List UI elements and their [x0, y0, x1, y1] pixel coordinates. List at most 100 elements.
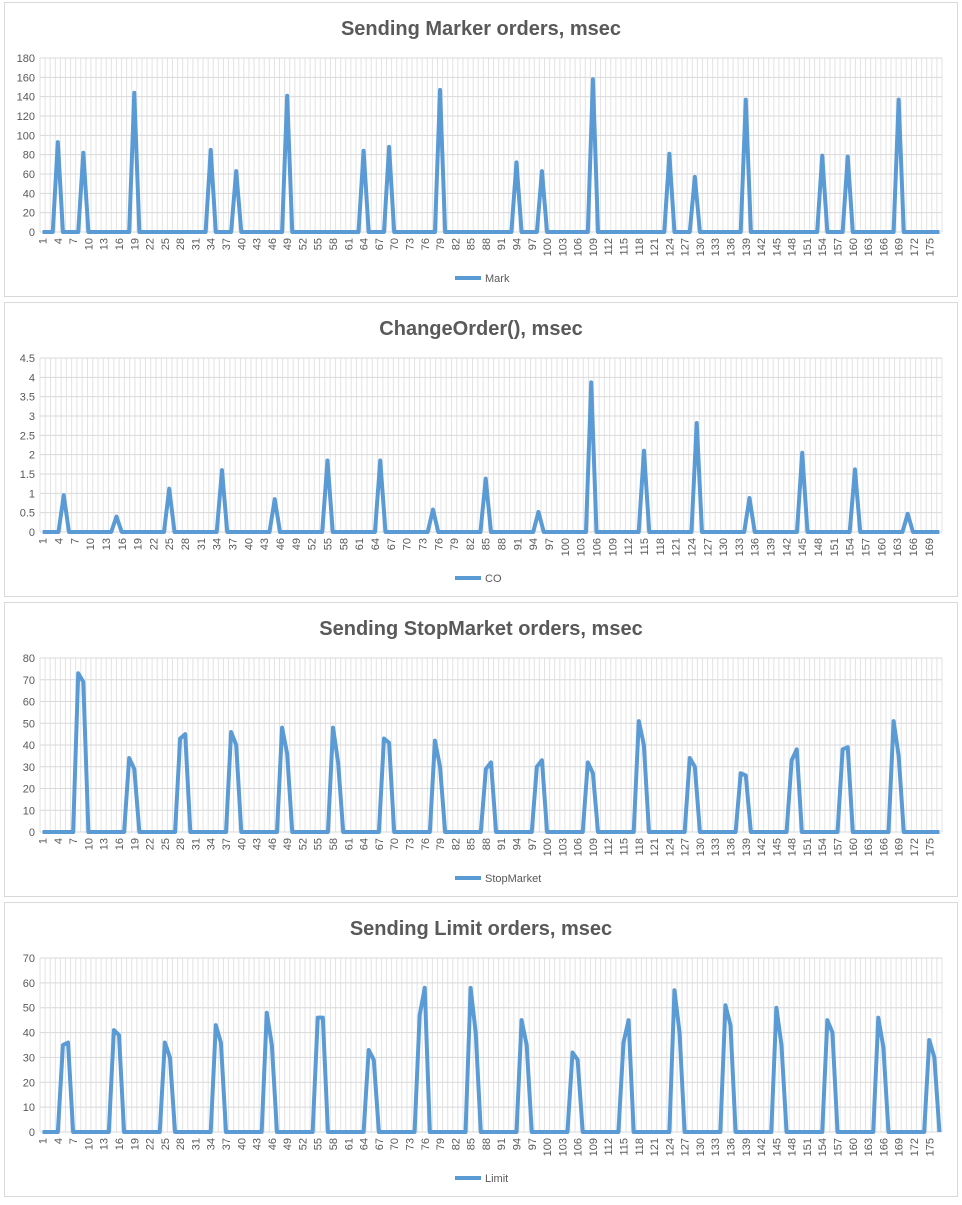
chart-title: Sending Marker orders, msec — [341, 18, 621, 40]
y-tick-label: 20 — [23, 208, 35, 220]
x-tick-label: 163 — [863, 838, 875, 856]
data-line — [42, 671, 940, 834]
x-tick-label: 139 — [766, 538, 778, 556]
x-tick-label: 121 — [649, 1138, 661, 1156]
x-tick-label: 16 — [117, 538, 129, 550]
x-tick-label: 28 — [175, 838, 187, 850]
data-line — [42, 985, 942, 1134]
y-tick-label: 100 — [17, 130, 35, 142]
y-tick-label: 120 — [17, 111, 35, 123]
x-tick-label: 121 — [649, 838, 661, 856]
legend-label: Limit — [485, 1173, 508, 1185]
x-tick-label: 169 — [894, 1138, 906, 1156]
x-tick-label: 1 — [38, 838, 50, 844]
legend-label: StopMarket — [485, 873, 541, 885]
x-tick-label: 115 — [618, 1138, 630, 1156]
x-tick-label: 133 — [710, 838, 722, 856]
x-tick-label: 70 — [389, 838, 401, 850]
x-tick-label: 7 — [68, 238, 80, 244]
chart-title: Sending Limit orders, msec — [350, 918, 612, 940]
x-tick-label: 85 — [466, 838, 478, 850]
x-tick-label: 106 — [573, 1138, 585, 1156]
x-tick-label: 22 — [145, 838, 157, 850]
x-tick-label: 148 — [787, 238, 799, 256]
x-tick-label: 109 — [607, 538, 619, 556]
x-tick-label: 25 — [164, 538, 176, 550]
x-tick-label: 103 — [557, 1138, 569, 1156]
x-tick-label: 166 — [878, 838, 890, 856]
x-tick-label: 52 — [297, 1138, 309, 1150]
x-tick-label: 10 — [83, 238, 95, 250]
x-tick-label: 88 — [497, 538, 509, 550]
x-tick-label: 82 — [450, 838, 462, 850]
x-tick-label: 34 — [206, 238, 218, 250]
x-tick-label: 58 — [328, 838, 340, 850]
x-tick-label: 64 — [359, 238, 371, 250]
x-tick-label: 13 — [99, 238, 111, 250]
x-tick-label: 22 — [148, 538, 160, 550]
x-tick-label: 13 — [99, 838, 111, 850]
x-tick-label: 115 — [639, 538, 651, 556]
x-tick-label: 76 — [420, 1138, 432, 1150]
x-tick-label: 175 — [924, 238, 936, 256]
x-tick-label: 61 — [343, 838, 355, 850]
x-tick-label: 172 — [909, 838, 921, 856]
x-tick-label: 67 — [374, 838, 386, 850]
x-tick-label: 40 — [243, 538, 255, 550]
x-tick-label: 133 — [734, 538, 746, 556]
x-tick-label: 67 — [386, 538, 398, 550]
y-tick-label: 70 — [23, 675, 35, 687]
x-tick-label: 148 — [787, 838, 799, 856]
y-tick-label: 0 — [29, 827, 35, 839]
y-tick-label: 4.5 — [20, 353, 35, 365]
x-tick-label: 154 — [817, 238, 829, 256]
y-tick-label: 80 — [23, 653, 35, 665]
y-tick-label: 40 — [23, 1028, 35, 1040]
x-tick-label: 82 — [465, 538, 477, 550]
x-tick-label: 157 — [833, 238, 845, 256]
x-tick-label: 148 — [787, 1138, 799, 1156]
x-tick-label: 157 — [833, 838, 845, 856]
y-tick-label: 50 — [23, 718, 35, 730]
chart-title: Sending StopMarket orders, msec — [319, 618, 642, 640]
x-tick-label: 100 — [560, 538, 572, 556]
y-tick-label: 20 — [23, 1077, 35, 1089]
x-tick-label: 124 — [664, 1138, 676, 1156]
x-tick-label: 4 — [53, 238, 65, 244]
x-tick-label: 103 — [557, 238, 569, 256]
x-tick-label: 154 — [817, 1138, 829, 1156]
x-tick-label: 151 — [829, 538, 841, 556]
x-tick-label: 142 — [781, 538, 793, 556]
x-tick-label: 94 — [528, 538, 540, 550]
x-tick-label: 64 — [359, 1138, 371, 1150]
x-tick-label: 10 — [85, 538, 97, 550]
x-tick-label: 136 — [726, 238, 738, 256]
x-tick-label: 91 — [512, 538, 524, 550]
x-tick-label: 160 — [848, 238, 860, 256]
y-tick-label: 180 — [17, 53, 35, 65]
x-tick-label: 28 — [175, 238, 187, 250]
y-tick-label: 60 — [23, 978, 35, 990]
x-tick-label: 55 — [322, 538, 334, 550]
x-tick-label: 7 — [69, 538, 81, 544]
x-tick-label: 79 — [435, 238, 447, 250]
x-tick-label: 94 — [511, 238, 523, 250]
y-tick-label: 4 — [29, 372, 35, 384]
x-tick-label: 109 — [588, 238, 600, 256]
x-tick-label: 31 — [190, 1138, 202, 1150]
x-tick-label: 112 — [603, 1138, 615, 1156]
y-tick-label: 0.5 — [20, 508, 35, 520]
y-tick-label: 30 — [23, 1052, 35, 1064]
x-tick-label: 22 — [145, 238, 157, 250]
y-tick-label: 10 — [23, 805, 35, 817]
x-tick-label: 76 — [420, 238, 432, 250]
x-tick-label: 64 — [370, 538, 382, 550]
x-tick-label: 82 — [450, 1138, 462, 1150]
x-tick-label: 28 — [180, 538, 192, 550]
x-tick-label: 115 — [618, 238, 630, 256]
x-tick-label: 91 — [496, 238, 508, 250]
x-tick-label: 13 — [99, 1138, 111, 1150]
y-tick-label: 1.5 — [20, 469, 35, 481]
x-tick-label: 145 — [771, 838, 783, 856]
y-tick-label: 70 — [23, 953, 35, 965]
